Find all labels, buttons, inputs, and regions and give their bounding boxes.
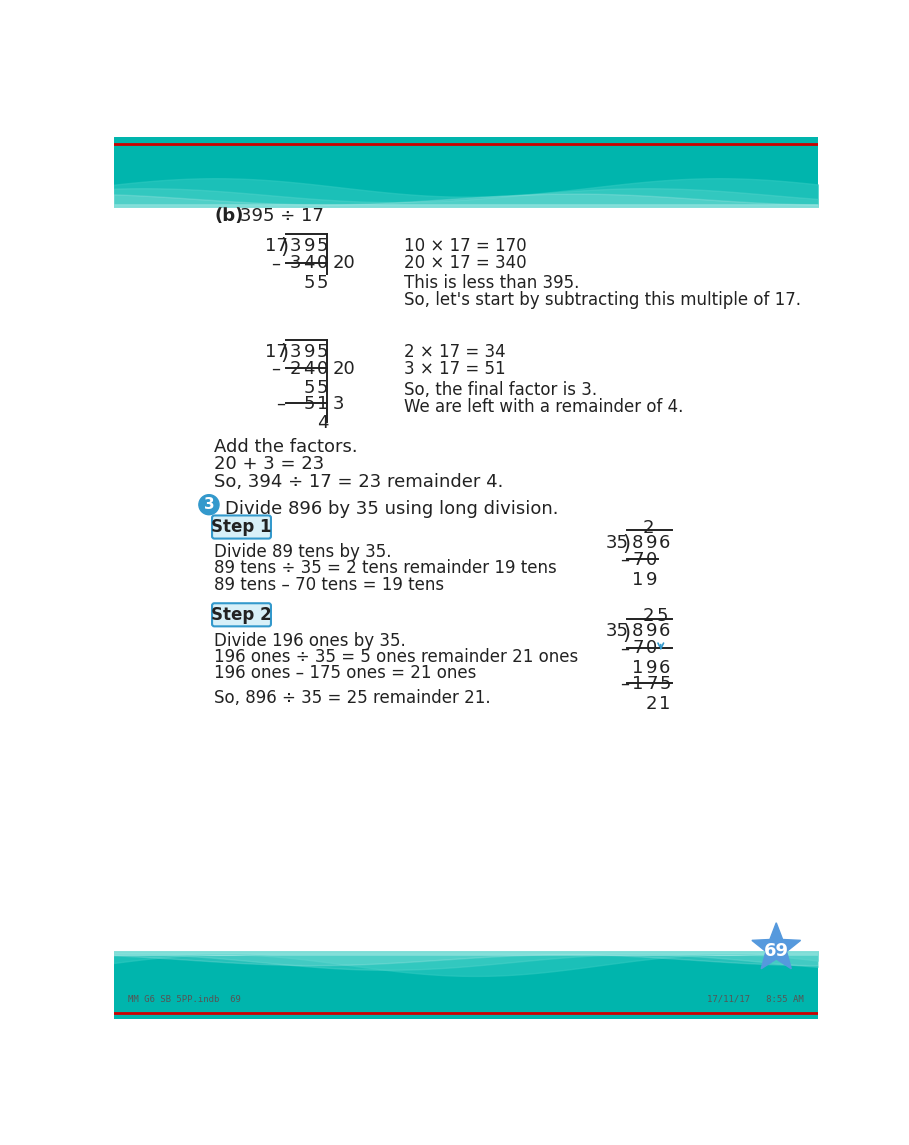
Polygon shape — [752, 923, 801, 969]
Text: 1: 1 — [316, 395, 328, 412]
FancyBboxPatch shape — [212, 603, 271, 626]
Text: 17: 17 — [265, 344, 287, 361]
Text: 5: 5 — [316, 274, 328, 292]
Text: 20 × 17 = 340: 20 × 17 = 340 — [405, 254, 527, 273]
Text: Step 1: Step 1 — [211, 518, 272, 536]
Text: 3: 3 — [290, 344, 301, 361]
Text: 9: 9 — [646, 623, 657, 640]
Text: We are left with a remainder of 4.: We are left with a remainder of 4. — [405, 398, 684, 417]
Text: 6: 6 — [659, 660, 671, 678]
Text: 3 × 17 = 51: 3 × 17 = 51 — [405, 360, 506, 378]
Text: –: – — [620, 674, 629, 693]
Text: 17: 17 — [265, 237, 287, 255]
Text: –: – — [271, 254, 280, 273]
Text: 35: 35 — [605, 623, 629, 640]
Text: –: – — [271, 360, 280, 378]
Text: 5: 5 — [316, 379, 328, 397]
Text: MM G6 SB 5PP.indb  69: MM G6 SB 5PP.indb 69 — [127, 995, 241, 1004]
Text: 5: 5 — [304, 274, 315, 292]
Text: 0: 0 — [316, 360, 328, 378]
Text: 5: 5 — [316, 344, 328, 361]
Text: 0: 0 — [646, 639, 657, 657]
Text: 89 tens – 70 tens = 19 tens: 89 tens – 70 tens = 19 tens — [215, 576, 445, 593]
Text: So, 896 ÷ 35 = 25 remainder 21.: So, 896 ÷ 35 = 25 remainder 21. — [215, 689, 491, 708]
Text: 2: 2 — [290, 360, 301, 378]
Text: 5: 5 — [656, 607, 667, 625]
Text: 0: 0 — [646, 551, 657, 569]
Text: ): ) — [280, 344, 288, 363]
Text: 1: 1 — [632, 571, 644, 589]
Text: Divide 896 by 35 using long division.: Divide 896 by 35 using long division. — [225, 500, 559, 518]
Text: 10 × 17 = 170: 10 × 17 = 170 — [405, 237, 527, 255]
Text: 3: 3 — [290, 254, 301, 273]
Text: 7: 7 — [646, 674, 657, 693]
Text: 2 × 17 = 34: 2 × 17 = 34 — [405, 344, 506, 361]
Text: 2: 2 — [643, 519, 654, 537]
Text: –: – — [276, 395, 285, 412]
Text: 6: 6 — [659, 534, 671, 552]
Text: 2: 2 — [643, 607, 654, 625]
Text: 1: 1 — [659, 695, 671, 713]
Text: 395 ÷ 17: 395 ÷ 17 — [240, 207, 324, 224]
Text: 7: 7 — [632, 551, 644, 569]
Text: 20: 20 — [333, 360, 355, 378]
Text: Add the factors.: Add the factors. — [215, 437, 358, 456]
Text: 3: 3 — [333, 395, 345, 412]
Text: Divide 89 tens by 35.: Divide 89 tens by 35. — [215, 543, 392, 561]
Text: 9: 9 — [304, 237, 315, 255]
Text: 1: 1 — [632, 660, 644, 678]
Bar — [114, 137, 818, 203]
Text: 8: 8 — [632, 623, 644, 640]
Text: 2: 2 — [646, 695, 657, 713]
Text: ): ) — [623, 534, 631, 554]
Text: 196 ones ÷ 35 = 5 ones remainder 21 ones: 196 ones ÷ 35 = 5 ones remainder 21 ones — [215, 648, 579, 666]
Text: 8: 8 — [632, 534, 644, 552]
Text: –: – — [620, 551, 629, 569]
Text: 9: 9 — [646, 660, 657, 678]
Text: 1: 1 — [632, 674, 644, 693]
Text: 5: 5 — [304, 379, 315, 397]
Text: This is less than 395.: This is less than 395. — [405, 275, 580, 292]
FancyBboxPatch shape — [212, 515, 271, 538]
Text: So, 394 ÷ 17 = 23 remainder 4.: So, 394 ÷ 17 = 23 remainder 4. — [215, 473, 504, 491]
Text: 5: 5 — [304, 395, 315, 412]
Text: 196 ones – 175 ones = 21 ones: 196 ones – 175 ones = 21 ones — [215, 664, 476, 682]
Text: So, let's start by subtracting this multiple of 17.: So, let's start by subtracting this mult… — [405, 291, 801, 309]
Text: 5: 5 — [316, 237, 328, 255]
Text: Step 2: Step 2 — [211, 606, 272, 624]
Text: Divide 196 ones by 35.: Divide 196 ones by 35. — [215, 632, 406, 649]
Text: 35: 35 — [605, 534, 629, 552]
Text: ): ) — [623, 623, 631, 642]
Bar — [114, 956, 818, 1019]
Text: 3: 3 — [290, 237, 301, 255]
Text: 6: 6 — [659, 623, 671, 640]
Text: 20: 20 — [333, 254, 355, 273]
Text: 4: 4 — [316, 413, 328, 432]
Text: ): ) — [280, 237, 288, 258]
Text: 9: 9 — [304, 344, 315, 361]
Text: 0: 0 — [316, 254, 328, 273]
Text: –: – — [620, 639, 629, 657]
Text: 9: 9 — [646, 534, 657, 552]
Text: So, the final factor is 3.: So, the final factor is 3. — [405, 381, 597, 400]
Circle shape — [199, 495, 219, 515]
Text: 5: 5 — [659, 674, 671, 693]
Text: (b): (b) — [215, 207, 244, 224]
Text: 4: 4 — [304, 254, 315, 273]
Text: 9: 9 — [646, 571, 657, 589]
Text: 4: 4 — [304, 360, 315, 378]
Text: 20 + 3 = 23: 20 + 3 = 23 — [215, 456, 325, 473]
Text: 3: 3 — [204, 497, 215, 512]
Text: 7: 7 — [632, 639, 644, 657]
Text: 69: 69 — [764, 941, 789, 960]
Text: 89 tens ÷ 35 = 2 tens remainder 19 tens: 89 tens ÷ 35 = 2 tens remainder 19 tens — [215, 560, 557, 577]
Text: 17/11/17   8:55 AM: 17/11/17 8:55 AM — [707, 995, 804, 1004]
